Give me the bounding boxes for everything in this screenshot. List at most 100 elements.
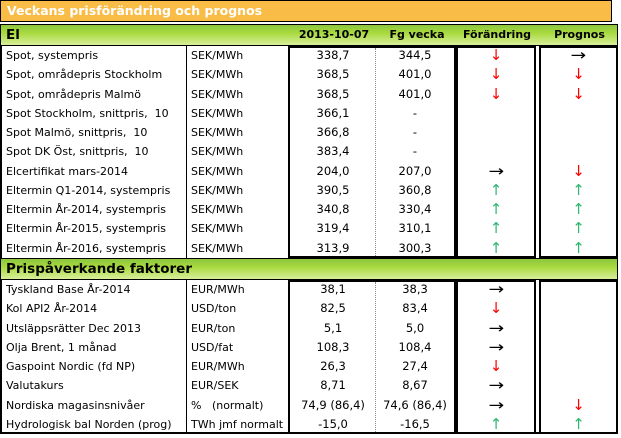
row-value-current: 8,71 — [320, 378, 346, 393]
change-arrow-icon — [456, 319, 536, 338]
forecast-arrow-icon — [539, 239, 618, 258]
forecast-arrow-icon — [539, 338, 618, 357]
forecast-arrow-icon — [539, 299, 618, 318]
table-row: Kol API2 År-2014 USD/ton 82,5 83,4 — [0, 299, 621, 318]
row-unit: SEK/MWh — [191, 126, 244, 140]
row-value-current: 313,9 — [316, 240, 350, 255]
row-value-previous: 360,8 — [398, 182, 432, 197]
row-value-current: 38,1 — [320, 282, 346, 296]
row-label: Nordiska magasinsnivåer — [6, 398, 145, 412]
table-row: Hydrologisk bal Norden (prog) TWh jmf no… — [0, 415, 621, 434]
table-row: Eltermin Q1-2014, systempris SEK/MWh 390… — [0, 181, 621, 200]
row-unit: SEK/MWh — [191, 106, 244, 120]
change-arrow-icon — [456, 219, 536, 238]
row-label: Eltermin År-2015, systempris — [6, 222, 167, 236]
row-label: Eltermin År-2014, systempris — [6, 203, 167, 217]
row-value-previous: 8,67 — [402, 378, 428, 393]
table-row: Spot, systempris SEK/MWh 338,7 344,5 — [0, 46, 621, 65]
row-value-previous: 310,1 — [398, 221, 432, 236]
row-value-current: 383,4 — [316, 144, 350, 159]
forecast-arrow-icon — [539, 65, 618, 84]
row-value-previous: 108,4 — [398, 339, 432, 354]
row-value-current: 390,5 — [316, 182, 350, 197]
row-value-previous: 207,0 — [398, 163, 432, 178]
row-unit: EUR/SEK — [191, 379, 239, 393]
row-unit: EUR/MWh — [191, 283, 245, 296]
row-label: Spot Stockholm, snittpris, 10 — [6, 106, 169, 120]
column-header-date: 2013-10-07 — [298, 28, 370, 41]
row-unit: USD/ton — [191, 302, 237, 316]
section-header-el: El 2013-10-07 Fg vecka Förändring Progno… — [0, 24, 618, 46]
row-value-current: 368,5 — [316, 67, 350, 82]
change-arrow-icon — [456, 181, 536, 200]
row-value-current: 338,7 — [316, 48, 350, 62]
change-arrow-icon — [456, 299, 536, 318]
section-title: El — [6, 27, 20, 43]
row-label: Eltermin Q1-2014, systempris — [6, 183, 171, 197]
row-value-previous: 5,0 — [405, 320, 425, 335]
row-label: Spot, områdepris Malmö — [6, 87, 141, 101]
row-unit: USD/fat — [191, 340, 234, 354]
table-bottom-border — [0, 432, 618, 434]
row-label: Elcertifikat mars-2014 — [6, 164, 129, 178]
row-label: Olja Brent, 1 månad — [6, 340, 117, 354]
table-row: Valutakurs EUR/SEK 8,71 8,67 — [0, 376, 621, 395]
forecast-arrow-icon — [539, 357, 618, 376]
change-arrow-icon — [456, 85, 536, 104]
change-arrow-icon — [456, 338, 536, 357]
row-label: Spot, områdepris Stockholm — [6, 68, 163, 82]
change-arrow-icon — [456, 104, 536, 123]
change-arrow-icon — [456, 357, 536, 376]
section-header-factors: Prispåverkande faktorer — [0, 258, 618, 280]
row-unit: SEK/MWh — [191, 203, 244, 217]
label-unit-divider — [186, 280, 187, 434]
section-el-rows: Spot, systempris SEK/MWh 338,7 344,5 Spo… — [0, 46, 621, 258]
row-value-current: -15,0 — [318, 416, 348, 431]
table-row: Spot Malmö, snittpris, 10 SEK/MWh 366,8 … — [0, 123, 621, 142]
change-arrow-icon — [456, 46, 536, 65]
row-unit: SEK/MWh — [191, 145, 244, 159]
section-factors-rows: Tyskland Base År-2014 EUR/MWh 38,1 38,3 … — [0, 280, 621, 434]
forecast-arrow-icon — [539, 104, 618, 123]
row-value-previous: 344,5 — [398, 48, 432, 62]
change-arrow-icon — [456, 142, 536, 161]
row-label: Eltermin År-2016, systempris — [6, 241, 167, 255]
report-title: Veckans prisförändring och prognos — [7, 3, 263, 18]
column-header-forecast: Prognos — [554, 28, 605, 41]
forecast-arrow-icon — [539, 319, 618, 338]
row-label: Spot, systempris — [6, 49, 99, 62]
forecast-arrow-icon — [539, 280, 618, 299]
row-label: Gaspoint Nordic (fd NP) — [6, 360, 136, 373]
row-value-current: 340,8 — [316, 202, 350, 217]
row-label: Tyskland Base År-2014 — [6, 283, 131, 296]
row-value-current: 366,1 — [316, 105, 350, 120]
table-row: Spot Stockholm, snittpris, 10 SEK/MWh 36… — [0, 104, 621, 123]
change-arrow-icon — [456, 162, 536, 181]
row-value-current: 5,1 — [323, 320, 343, 335]
table-left-border — [0, 46, 2, 258]
row-value-current: 26,3 — [320, 359, 346, 373]
change-arrow-icon — [456, 396, 536, 415]
forecast-arrow-icon — [539, 162, 618, 181]
row-value-previous: 300,3 — [398, 240, 432, 255]
row-value-previous: - — [412, 125, 418, 140]
column-header-change: Förändring — [462, 28, 532, 41]
row-value-previous: 74,6 (86,4) — [383, 397, 447, 412]
change-arrow-icon — [456, 376, 536, 395]
row-unit: SEK/MWh — [191, 49, 244, 62]
table-row: Spot, områdepris Malmö SEK/MWh 368,5 401… — [0, 85, 621, 104]
forecast-arrow-icon — [539, 142, 618, 161]
row-value-current: 368,5 — [316, 86, 350, 101]
row-value-current: 319,4 — [316, 221, 350, 236]
row-unit: SEK/MWh — [191, 87, 244, 101]
row-value-current: 366,8 — [316, 125, 350, 140]
forecast-arrow-icon — [539, 219, 618, 238]
forecast-arrow-icon — [539, 85, 618, 104]
table-row: Tyskland Base År-2014 EUR/MWh 38,1 38,3 — [0, 280, 621, 299]
row-unit: SEK/MWh — [191, 183, 244, 197]
table-row: Gaspoint Nordic (fd NP) EUR/MWh 26,3 27,… — [0, 357, 621, 376]
row-value-current: 74,9 (86,4) — [301, 397, 365, 412]
row-label: Utsläppsrätter Dec 2013 — [6, 321, 142, 335]
row-unit: SEK/MWh — [191, 164, 244, 178]
change-arrow-icon — [456, 239, 536, 258]
